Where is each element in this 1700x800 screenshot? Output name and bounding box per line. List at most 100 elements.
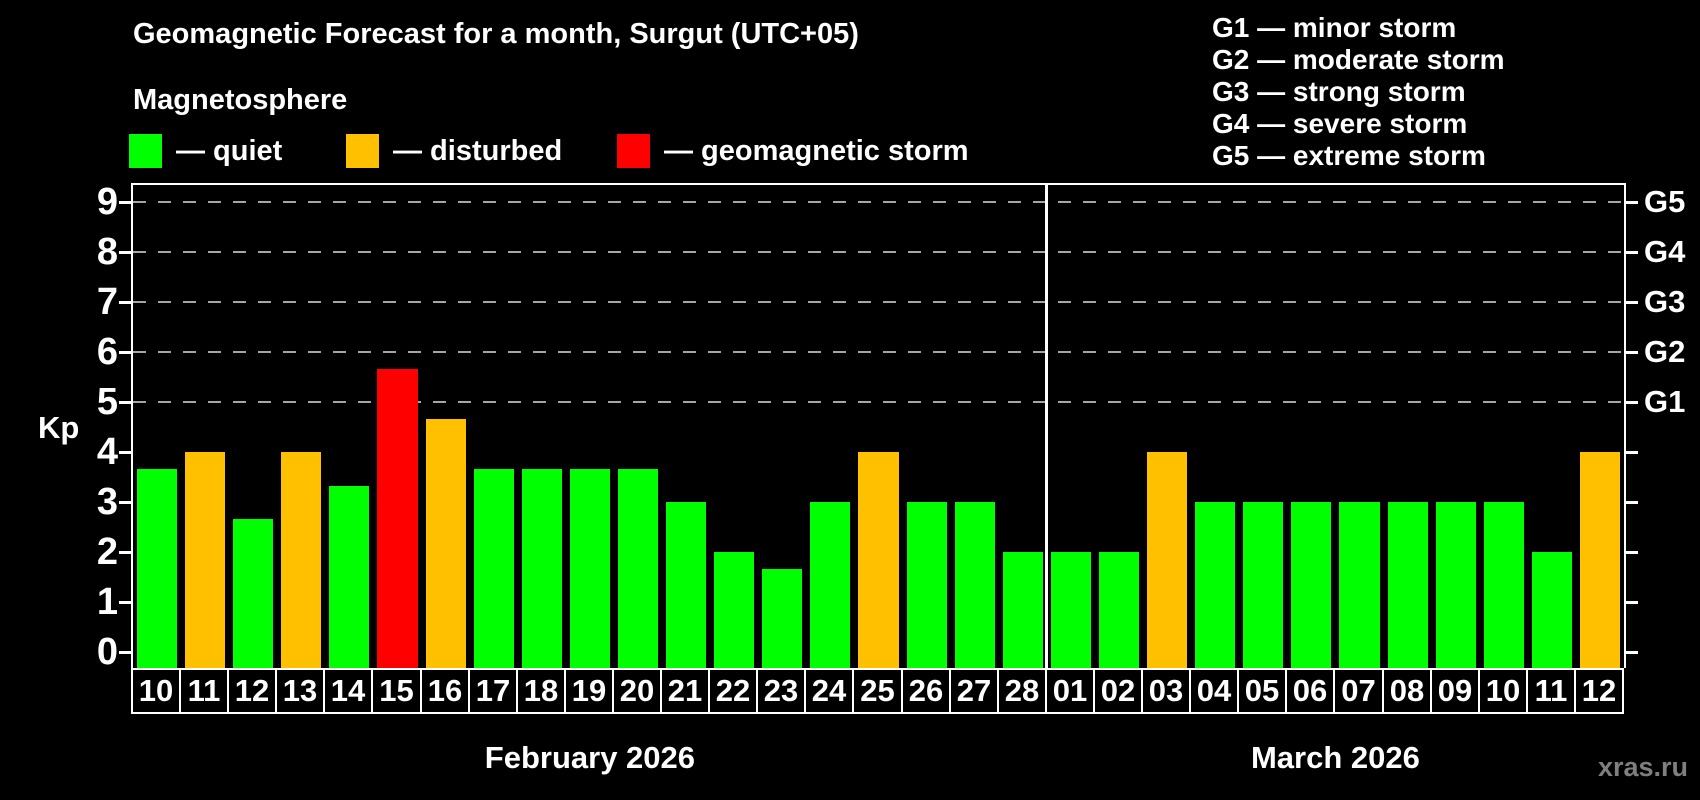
kp-bar-day-14 bbox=[329, 485, 370, 668]
kp-bar-day-04 bbox=[1195, 502, 1236, 668]
y-axis-tick-left-1 bbox=[119, 601, 131, 604]
legend-item-disturbed: — disturbed bbox=[346, 134, 562, 168]
gridline-kp-6 bbox=[133, 351, 1624, 353]
day-label-cell-18: 18 bbox=[516, 668, 566, 714]
day-label-cell-24: 24 bbox=[804, 668, 854, 714]
gridline-kp-5 bbox=[133, 401, 1624, 403]
y-axis-tick-right-3 bbox=[1626, 501, 1638, 504]
day-label-cell-27: 27 bbox=[949, 668, 999, 714]
y-axis-tick-right-2 bbox=[1626, 551, 1638, 554]
y-axis-tick-right-0 bbox=[1626, 651, 1638, 654]
g-axis-label-G4: G4 bbox=[1644, 234, 1686, 269]
g-legend-line-5: G5 — extreme storm bbox=[1212, 140, 1486, 171]
y-axis-tick-right-5 bbox=[1626, 401, 1638, 404]
g-axis-label-G3: G3 bbox=[1644, 284, 1686, 319]
kp-bar-day-10 bbox=[1483, 502, 1524, 668]
kp-bar-day-05 bbox=[1243, 502, 1284, 668]
kp-bar-day-11 bbox=[185, 452, 226, 668]
chart-subtitle: Magnetosphere bbox=[133, 84, 348, 116]
kp-bar-day-17 bbox=[473, 468, 514, 668]
g-scale-legend: G1 — minor storm G2 — moderate storm G3 — … bbox=[1212, 12, 1505, 172]
day-label-cell-04: 04 bbox=[1189, 668, 1239, 714]
y-axis-tick-left-6 bbox=[119, 351, 131, 354]
y-axis-tick-left-4 bbox=[119, 451, 131, 454]
y-axis-tick-label-1: 1 bbox=[96, 581, 118, 623]
kp-bar-day-24 bbox=[810, 502, 851, 668]
day-label-cell-20: 20 bbox=[612, 668, 662, 714]
y-axis-tick-label-5: 5 bbox=[96, 381, 118, 423]
day-label-cell-15: 15 bbox=[371, 668, 422, 714]
day-label-cell-19: 19 bbox=[564, 668, 614, 714]
kp-bar-day-06 bbox=[1291, 502, 1332, 668]
kp-axis-label: Kp bbox=[38, 410, 80, 445]
legend-label-disturbed: — disturbed bbox=[393, 134, 563, 167]
day-label-cell-01: 01 bbox=[1045, 668, 1095, 714]
kp-bar-day-12 bbox=[233, 518, 274, 668]
kp-bar-day-16 bbox=[425, 418, 466, 668]
y-axis-tick-left-9 bbox=[119, 201, 131, 204]
legend-item-quiet: — quiet bbox=[129, 134, 282, 168]
day-label-cell-16: 16 bbox=[420, 668, 470, 714]
kp-bar-day-22 bbox=[714, 552, 755, 668]
day-label-cell-21: 21 bbox=[660, 668, 710, 714]
y-axis-tick-left-0 bbox=[119, 651, 131, 654]
g-legend-line-2: G2 — moderate storm bbox=[1212, 44, 1505, 75]
y-axis-tick-right-8 bbox=[1626, 251, 1638, 254]
legend-swatch-quiet-icon bbox=[129, 134, 162, 168]
y-axis-tick-left-8 bbox=[119, 251, 131, 254]
kp-bar-day-27 bbox=[954, 502, 995, 668]
day-label-cell-09: 09 bbox=[1430, 668, 1480, 714]
y-axis-tick-label-4: 4 bbox=[96, 431, 118, 473]
y-axis-tick-label-0: 0 bbox=[96, 631, 118, 673]
kp-bar-day-01 bbox=[1050, 552, 1091, 668]
day-label-cell-25: 25 bbox=[852, 668, 903, 714]
g-axis-label-G5: G5 bbox=[1644, 184, 1686, 219]
month-label-february: February 2026 bbox=[484, 740, 696, 775]
kp-bar-day-23 bbox=[762, 568, 803, 668]
day-label-cell-28: 28 bbox=[997, 668, 1047, 714]
day-label-cell-11: 11 bbox=[179, 668, 229, 714]
watermark: xras.ru bbox=[1597, 752, 1688, 782]
y-axis-tick-left-7 bbox=[119, 301, 131, 304]
gridline-kp-7 bbox=[133, 301, 1624, 303]
kp-bar-day-20 bbox=[617, 468, 659, 668]
y-axis-tick-left-2 bbox=[119, 551, 131, 554]
kp-bar-day-08 bbox=[1387, 502, 1428, 668]
month-label-march: March 2026 bbox=[1250, 740, 1420, 775]
legend-swatch-storm-icon bbox=[617, 134, 650, 168]
day-label-cell-17: 17 bbox=[468, 668, 518, 714]
day-label-cell-14: 14 bbox=[323, 668, 373, 714]
day-label-cell-03: 03 bbox=[1141, 668, 1191, 714]
g-legend-line-1: G1 — minor storm bbox=[1212, 12, 1457, 43]
kp-bar-day-13 bbox=[281, 452, 322, 668]
kp-bar-day-25 bbox=[858, 452, 899, 668]
legend-item-storm: — geomagnetic storm bbox=[617, 134, 969, 168]
y-axis-tick-right-9 bbox=[1626, 201, 1638, 204]
day-label-cell-12: 12 bbox=[1574, 668, 1624, 714]
kp-bar-day-02 bbox=[1098, 552, 1140, 668]
day-label-cell-13: 13 bbox=[275, 668, 325, 714]
y-axis-tick-label-8: 8 bbox=[96, 231, 118, 273]
day-label-cell-07: 07 bbox=[1333, 668, 1384, 714]
gridline-kp-9 bbox=[133, 201, 1624, 203]
y-axis-tick-left-5 bbox=[119, 401, 131, 404]
day-label-cell-26: 26 bbox=[901, 668, 951, 714]
y-axis-tick-label-6: 6 bbox=[96, 331, 118, 373]
kp-bar-day-10 bbox=[137, 468, 178, 668]
kp-bar-day-11 bbox=[1531, 552, 1572, 668]
month-divider bbox=[1045, 185, 1049, 668]
chart-title: Geomagnetic Forecast for a month, Surgut… bbox=[133, 18, 859, 50]
day-label-cell-02: 02 bbox=[1093, 668, 1143, 714]
y-axis-tick-left-3 bbox=[119, 501, 131, 504]
legend-label-quiet: — quiet bbox=[176, 134, 283, 167]
kp-bar-day-12 bbox=[1579, 452, 1620, 668]
legend-label-storm: — geomagnetic storm bbox=[664, 134, 969, 167]
day-label-cell-11: 11 bbox=[1526, 668, 1576, 714]
y-axis-tick-label-7: 7 bbox=[96, 281, 118, 323]
day-label-cell-22: 22 bbox=[708, 668, 758, 714]
y-axis-tick-right-4 bbox=[1626, 451, 1638, 454]
y-axis-tick-right-6 bbox=[1626, 351, 1638, 354]
day-label-cell-08: 08 bbox=[1382, 668, 1432, 714]
kp-bar-day-09 bbox=[1435, 502, 1476, 668]
y-axis-tick-right-7 bbox=[1626, 301, 1638, 304]
